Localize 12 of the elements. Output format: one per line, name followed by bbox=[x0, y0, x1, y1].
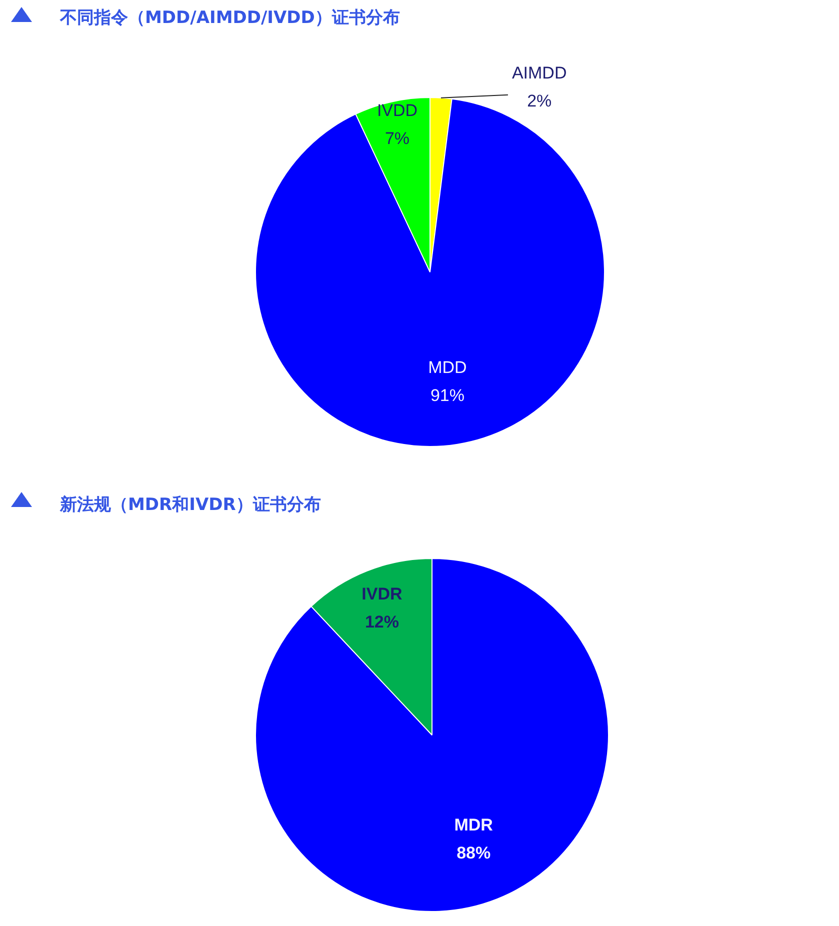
data-label: 88% bbox=[456, 844, 491, 863]
data-label: 7% bbox=[384, 129, 410, 148]
slice-label: IVDR bbox=[362, 584, 402, 604]
data-label: 91% bbox=[430, 386, 464, 405]
data-label: 12% bbox=[364, 612, 399, 632]
slice-label: MDD bbox=[428, 358, 467, 377]
chart-title: 新法规（MDR和IVDR）证书分布 bbox=[60, 494, 321, 516]
data-label: 2% bbox=[527, 92, 552, 111]
chart-title: 不同指令（MDD/AIMDD/IVDD）证书分布 bbox=[60, 7, 400, 29]
slice-label: IVDD bbox=[376, 101, 418, 120]
slice-label: MDR bbox=[454, 816, 493, 835]
slice-label: AIMDD bbox=[512, 64, 567, 83]
